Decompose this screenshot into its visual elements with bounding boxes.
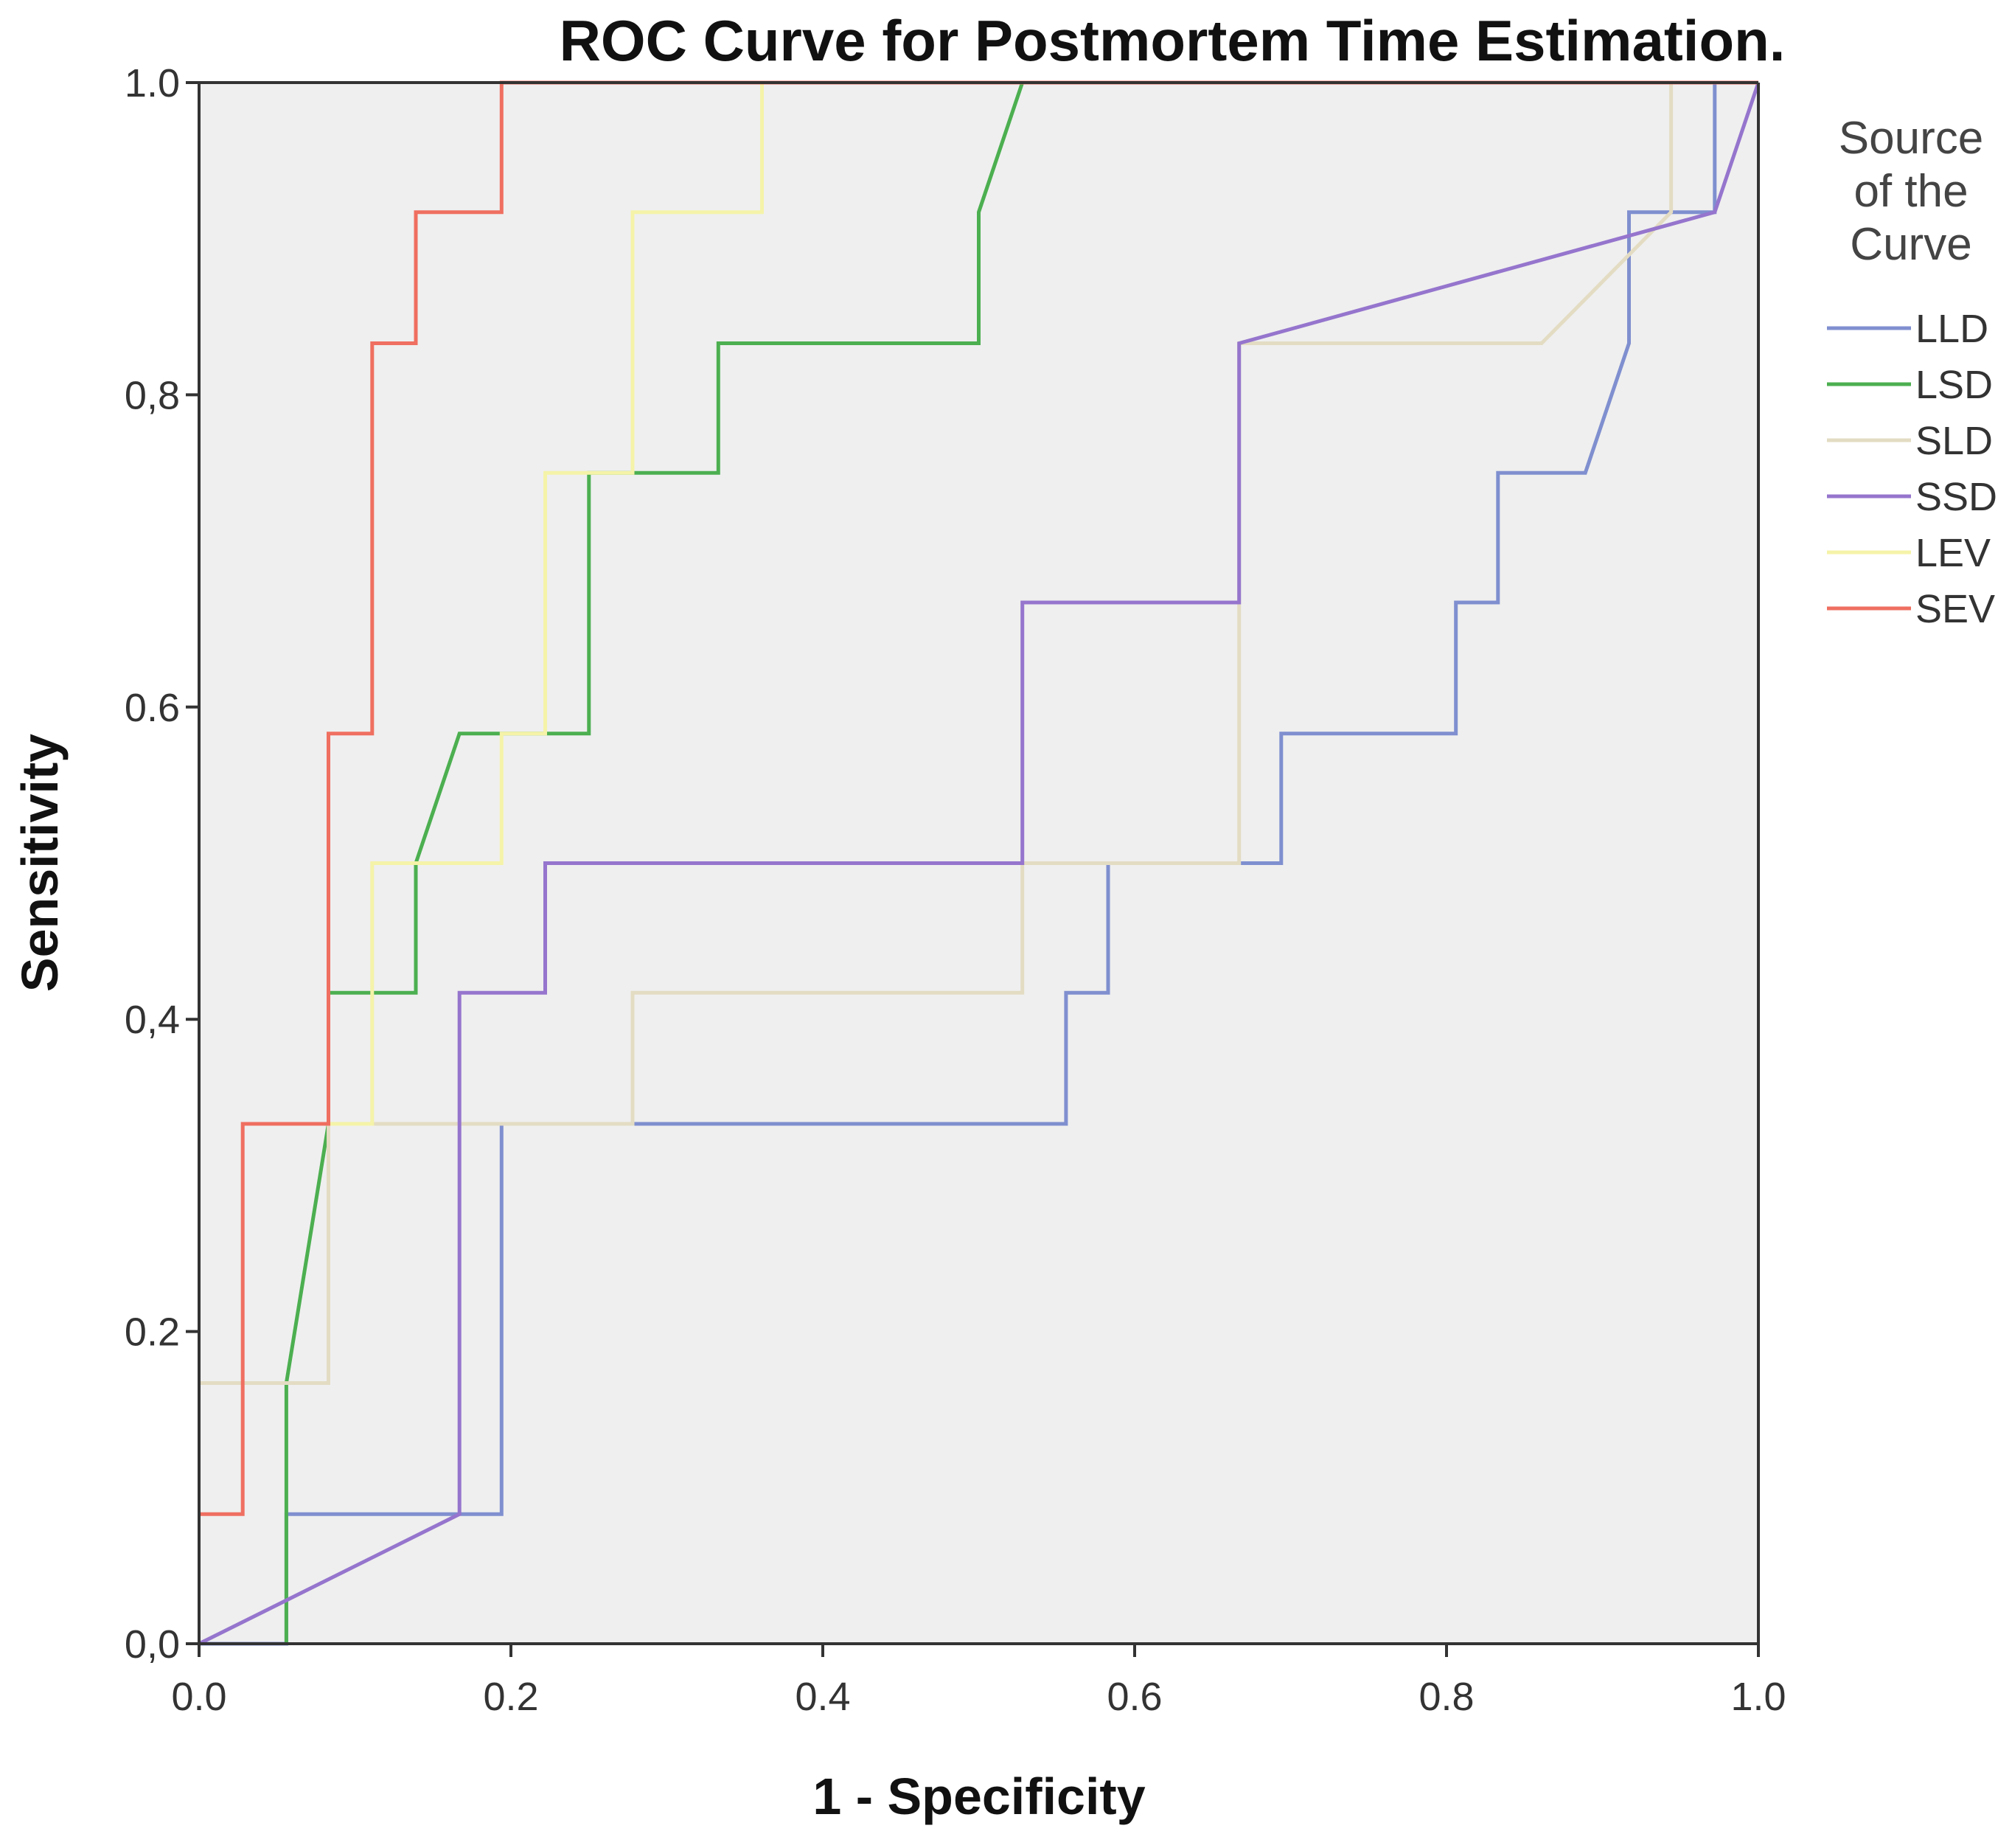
x-axis-label: 1 - Specificity: [812, 1768, 1145, 1825]
y-tick-label: 1.0: [125, 61, 180, 105]
chart-title: ROC Curve for Postmortem Time Estimation…: [560, 8, 1786, 73]
legend-label-sld: SLD: [1915, 419, 1993, 463]
y-tick-label: 0,8: [125, 373, 180, 417]
x-tick-label: 0.4: [795, 1675, 850, 1719]
axes: [198, 81, 1760, 1645]
legend-label-lld: LLD: [1915, 307, 1988, 351]
y-tick-label: 0.2: [125, 1310, 180, 1355]
legend-label-lsd: LSD: [1915, 363, 1993, 407]
series-line-ssd: [198, 82, 1761, 1646]
y-tick-label: 0,0: [125, 1622, 180, 1667]
y-axis-label: Sensitivity: [11, 734, 69, 992]
legend-title-line-2: of the: [1853, 166, 1968, 217]
x-tick-label: 0.6: [1107, 1675, 1162, 1719]
x-tick-label: 1.0: [1730, 1675, 1786, 1719]
x-tick-label: 0.0: [171, 1675, 226, 1719]
y-tick-label: 0.6: [125, 686, 180, 730]
x-tick-label: 0.2: [483, 1675, 538, 1719]
series-layer: [198, 80, 1761, 1646]
legend-title-line-3: Curve: [1850, 219, 1971, 270]
x-tick-label: 0.8: [1419, 1675, 1474, 1719]
legend-label-lev: LEV: [1915, 531, 1991, 575]
y-ticks: 0,0 0.2 0.6 0,4 0,8 1.0: [125, 61, 199, 1667]
legend-title-line-1: Source: [1839, 113, 1983, 164]
y-tick-label: 0,4: [125, 998, 180, 1042]
legend-label-sev: SEV: [1915, 587, 1995, 631]
legend-label-ssd: SSD: [1915, 475, 1997, 519]
legend-items: LLD LSD SLD SSD LEV SEV: [1827, 307, 1997, 631]
series-line-lev: [328, 80, 1758, 1126]
series-line-sev: [199, 80, 1758, 1516]
x-ticks: 0.0 0.2 0.4 0.6 0.8 1.0: [171, 1644, 1786, 1719]
legend: Source of the Curve LLD LSD SLD SSD LEV SEV: [1827, 113, 1997, 631]
